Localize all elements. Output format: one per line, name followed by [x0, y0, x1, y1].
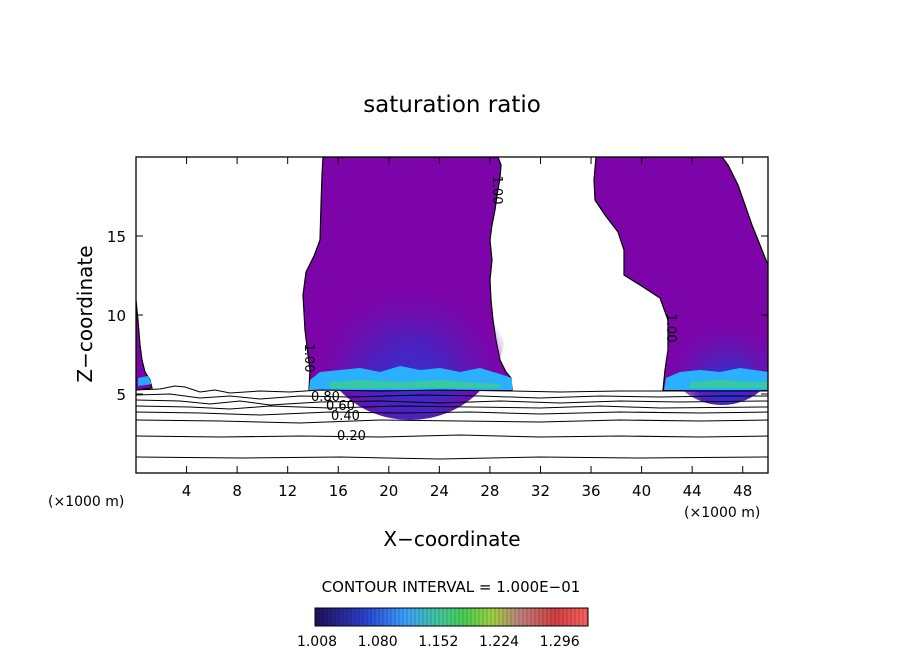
contour-line — [136, 393, 768, 400]
contour-annotation: 1.00 — [489, 176, 504, 205]
contour-line — [136, 434, 768, 438]
contour-line — [136, 419, 768, 424]
x-tick-label: 4 — [182, 482, 192, 500]
contour-annotation: 1.00 — [663, 314, 678, 343]
x-tick-label: 44 — [683, 482, 702, 500]
x-axis-label: X−coordinate — [383, 527, 520, 551]
x-unit-right: (×1000 m) — [684, 505, 760, 521]
contour-line — [136, 405, 768, 410]
y-tick-label: 10 — [107, 307, 126, 325]
x-tick-label: 48 — [733, 482, 752, 500]
colorbar — [314, 607, 589, 627]
colorbar-stripes — [318, 608, 588, 626]
x-tick-label: 20 — [379, 482, 398, 500]
contour-line — [136, 399, 768, 406]
x-tick-label: 16 — [329, 482, 348, 500]
contour-line — [136, 411, 768, 416]
cloud-base-left — [138, 376, 152, 386]
colorbar-tick-label: 1.296 — [540, 634, 580, 650]
colorbar-tick-label: 1.224 — [479, 634, 519, 650]
chart-title: saturation ratio — [363, 92, 541, 118]
cloud-region-left — [136, 299, 153, 391]
contour-interval-text: CONTOUR INTERVAL = 1.000E−01 — [322, 578, 581, 596]
contour-line — [136, 456, 768, 460]
x-tick-label: 28 — [480, 482, 499, 500]
y-axis-label: Z−coordinate — [73, 245, 97, 382]
x-tick-label: 36 — [581, 482, 600, 500]
contour-label-080: 0.80 — [311, 390, 340, 405]
x-tick-label: 12 — [278, 482, 297, 500]
contour-labels: 0.80 0.60 0.40 0.20 1.00 1.00 1.00 — [301, 176, 678, 444]
contour-label-020: 0.20 — [337, 429, 366, 444]
colorbar-tick-label: 1.080 — [358, 634, 398, 650]
cloud-base-central-green — [330, 380, 500, 388]
colorbar-labels: 1.008 1.080 1.152 1.224 1.296 — [297, 634, 580, 650]
cloud-core-central — [315, 240, 505, 420]
colorbar-tick-label: 1.152 — [418, 634, 458, 650]
x-axis: 4 8 12 16 20 24 28 32 36 40 44 48 — [182, 157, 752, 500]
cloud-base-right-green — [690, 380, 768, 388]
plot-area — [136, 157, 768, 460]
x-tick-label: 24 — [430, 482, 449, 500]
contour-label-040: 0.40 — [331, 409, 360, 424]
y-tick-label: 15 — [107, 228, 126, 246]
contour-lines — [136, 385, 768, 460]
x-tick-label: 40 — [632, 482, 651, 500]
x-tick-label: 32 — [531, 482, 550, 500]
contour-annotation: 1.00 — [301, 344, 316, 373]
x-tick-label: 8 — [232, 482, 242, 500]
contour-label-060: 0.60 — [326, 399, 355, 414]
y-tick-label: 5 — [116, 386, 126, 404]
x-unit-left: (×1000 m) — [48, 494, 124, 510]
colorbar-tick-label: 1.008 — [297, 634, 337, 650]
y-axis: 5 10 15 — [107, 228, 768, 404]
contour-line — [136, 385, 768, 394]
